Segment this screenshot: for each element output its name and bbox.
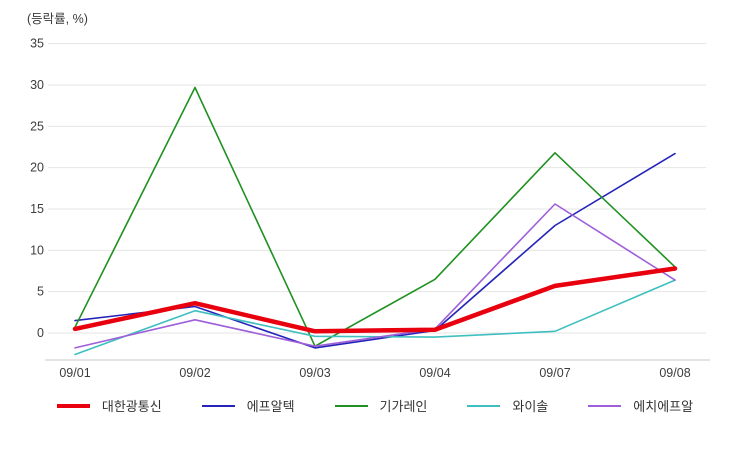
y-tick-label: 15 (30, 202, 44, 216)
x-tick-label: 09/03 (299, 366, 330, 380)
y-tick-label: 0 (37, 326, 44, 340)
series-line-와이솔 (74, 279, 676, 356)
legend-item-와이솔[interactable]: 와이솔 (467, 396, 548, 415)
y-axis-unit-label: (등락률, %) (27, 12, 88, 26)
series-line-에치에프알 (74, 203, 676, 349)
series-line-대한광통신 (72, 266, 678, 334)
legend-item-에프알텍[interactable]: 에프알텍 (201, 396, 295, 415)
x-tick-label: 09/07 (539, 366, 570, 380)
y-tick-label: 20 (30, 161, 44, 175)
legend-label: 와이솔 (512, 399, 549, 414)
legend-label: 대한광통신 (101, 399, 162, 414)
line-chart: 35 30 25 20 15 10 5 0 09/01 09/02 09/03 09/04 09/07 0… (30, 37, 710, 380)
x-tick-label: 09/01 (59, 366, 90, 380)
x-tick-label: 09/08 (659, 366, 690, 380)
legend-label: 에프알텍 (246, 399, 295, 414)
legend-line-swatch (588, 404, 622, 407)
series-line-기가레인 (74, 86, 676, 348)
legend-line-swatch (334, 404, 368, 407)
y-tick-label: 10 (30, 243, 44, 257)
x-tick-label: 09/04 (419, 366, 450, 380)
legend-line-swatch (201, 404, 235, 407)
legend-item-대한광통신[interactable]: 대한광통신 (56, 396, 162, 415)
y-tick-label: 30 (30, 78, 44, 92)
legend-item-에치에프알[interactable]: 에치에프알 (588, 396, 693, 415)
y-tick-label: 25 (30, 119, 44, 133)
y-tick-label: 5 (37, 285, 44, 299)
legend-label: 에치에프알 (633, 399, 694, 414)
legend-line-swatch (467, 404, 501, 407)
legend-item-기가레인[interactable]: 기가레인 (334, 396, 428, 415)
y-tick-label: 35 (30, 37, 44, 51)
legend-line-swatch (56, 403, 90, 408)
x-tick-label: 09/02 (179, 366, 210, 380)
legend-label: 기가레인 (379, 399, 428, 414)
legend: 대한광통신 에프알텍 기가레인 와이솔 에치에프알 (0, 396, 750, 415)
